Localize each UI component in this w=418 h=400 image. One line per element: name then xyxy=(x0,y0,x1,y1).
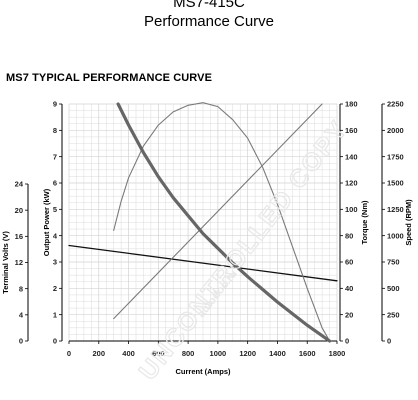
tick-label-volts: 0 xyxy=(19,337,23,346)
page-title: MS7-415C xyxy=(173,0,245,11)
tick-label-power: 1 xyxy=(53,310,57,319)
tick-label-power: 2 xyxy=(53,284,57,293)
tick-label-torque: 80 xyxy=(345,231,353,240)
axis-label-speed: Speed (RPM) xyxy=(404,199,413,246)
series-line-speed xyxy=(116,102,332,343)
tick-label-speed: 2000 xyxy=(387,126,404,135)
x-tick-label: 1400 xyxy=(269,349,286,358)
series xyxy=(68,102,338,343)
grid xyxy=(68,103,338,342)
tick-label-power: 6 xyxy=(53,179,57,188)
x-tick-label: 1600 xyxy=(299,349,316,358)
tick-label-speed: 250 xyxy=(387,310,400,319)
tick-label-speed: 1250 xyxy=(387,205,404,214)
tick-label-power: 7 xyxy=(53,152,57,161)
series-line-torque xyxy=(113,103,323,320)
tick-label-torque: 160 xyxy=(345,126,358,135)
x-tick-label: 0 xyxy=(67,349,71,358)
tick-label-speed: 0 xyxy=(387,337,391,346)
tick-label-speed: 1750 xyxy=(387,152,404,161)
tick-label-power: 8 xyxy=(53,126,57,135)
tick-label-volts: 12 xyxy=(15,258,23,267)
series-line-voltage xyxy=(68,244,338,282)
x-tick-label: 200 xyxy=(93,349,106,358)
tick-label-torque: 180 xyxy=(345,100,358,109)
x-tick-label: 1800 xyxy=(329,349,346,358)
tick-label-speed: 750 xyxy=(387,258,400,267)
x-axis-label: Current (Amps) xyxy=(175,367,231,376)
chart-title: MS7 TYPICAL PERFORMANCE CURVE xyxy=(6,72,213,84)
tick-label-volts: 20 xyxy=(15,206,23,215)
tick-label-volts: 24 xyxy=(15,180,24,189)
x-tick-label: 800 xyxy=(182,349,195,358)
axis-label-torque: Torque (Nm) xyxy=(360,200,369,245)
series-line-power xyxy=(113,102,331,342)
tick-label-torque: 100 xyxy=(345,205,358,214)
x-tick-label: 1000 xyxy=(210,349,227,358)
tick-label-power: 4 xyxy=(53,231,58,240)
tick-label-torque: 140 xyxy=(345,152,358,161)
tick-label-speed: 1500 xyxy=(387,179,404,188)
x-tick-label: 600 xyxy=(152,349,165,358)
axis-label-power: Output Power (kW) xyxy=(42,188,51,256)
tick-label-power: 5 xyxy=(53,205,57,214)
tick-label-volts: 16 xyxy=(15,232,23,241)
tick-label-torque: 40 xyxy=(345,284,353,293)
tick-label-volts: 4 xyxy=(19,311,24,320)
page-subtitle: Performance Curve xyxy=(143,13,275,30)
tick-label-torque: 120 xyxy=(345,179,358,188)
tick-label-torque: 60 xyxy=(345,258,353,267)
tick-label-volts: 8 xyxy=(19,284,23,293)
tick-label-torque: 20 xyxy=(345,310,353,319)
watermark-text: UNCONTROLLED COPY xyxy=(134,115,354,386)
x-tick-label: 400 xyxy=(122,349,135,358)
tick-label-speed: 500 xyxy=(387,284,400,293)
tick-label-speed: 2250 xyxy=(387,100,404,109)
axes: 0 200 400 600 800 1000 1200 1400 1600 1800Current… xyxy=(1,100,413,376)
tick-label-torque: 0 xyxy=(345,337,349,346)
tick-label-speed: 1000 xyxy=(387,231,404,240)
tick-label-power: 9 xyxy=(53,100,57,109)
tick-label-power: 3 xyxy=(53,258,57,267)
tick-label-power: 0 xyxy=(53,337,57,346)
x-tick-label: 1200 xyxy=(239,349,256,358)
axis-label-volts: Terminal Volts (V) xyxy=(1,231,10,294)
